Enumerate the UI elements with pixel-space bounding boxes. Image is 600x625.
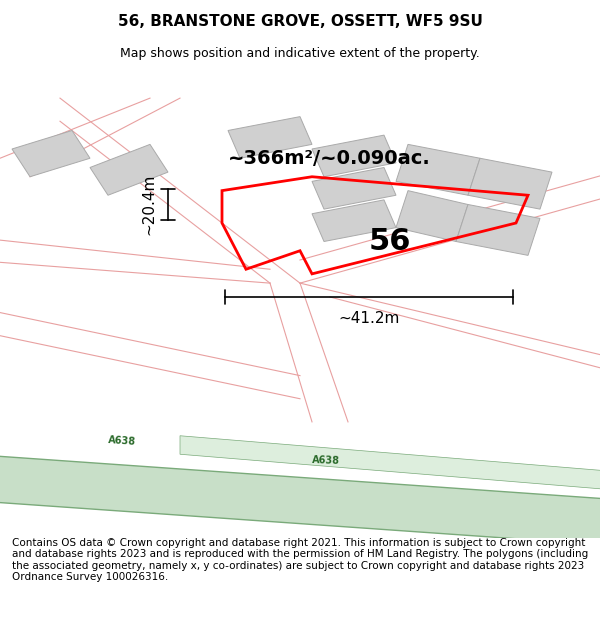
Text: 56: 56 xyxy=(369,227,411,256)
Polygon shape xyxy=(396,191,468,241)
Text: ~41.2m: ~41.2m xyxy=(338,311,400,326)
Polygon shape xyxy=(180,436,600,491)
Polygon shape xyxy=(312,200,396,241)
Polygon shape xyxy=(312,135,396,177)
Polygon shape xyxy=(12,131,90,177)
Text: Contains OS data © Crown copyright and database right 2021. This information is : Contains OS data © Crown copyright and d… xyxy=(12,538,588,582)
Text: ~20.4m: ~20.4m xyxy=(141,174,156,235)
Polygon shape xyxy=(90,144,168,195)
Polygon shape xyxy=(468,158,552,209)
Text: ~366m²/~0.090ac.: ~366m²/~0.090ac. xyxy=(228,149,431,168)
Polygon shape xyxy=(396,144,480,195)
Polygon shape xyxy=(0,454,600,547)
Text: A638: A638 xyxy=(108,435,137,447)
Polygon shape xyxy=(312,168,396,209)
Text: A638: A638 xyxy=(312,454,340,466)
Text: Map shows position and indicative extent of the property.: Map shows position and indicative extent… xyxy=(120,48,480,61)
Polygon shape xyxy=(228,117,312,158)
Text: 56, BRANSTONE GROVE, OSSETT, WF5 9SU: 56, BRANSTONE GROVE, OSSETT, WF5 9SU xyxy=(118,14,482,29)
Polygon shape xyxy=(456,204,540,256)
